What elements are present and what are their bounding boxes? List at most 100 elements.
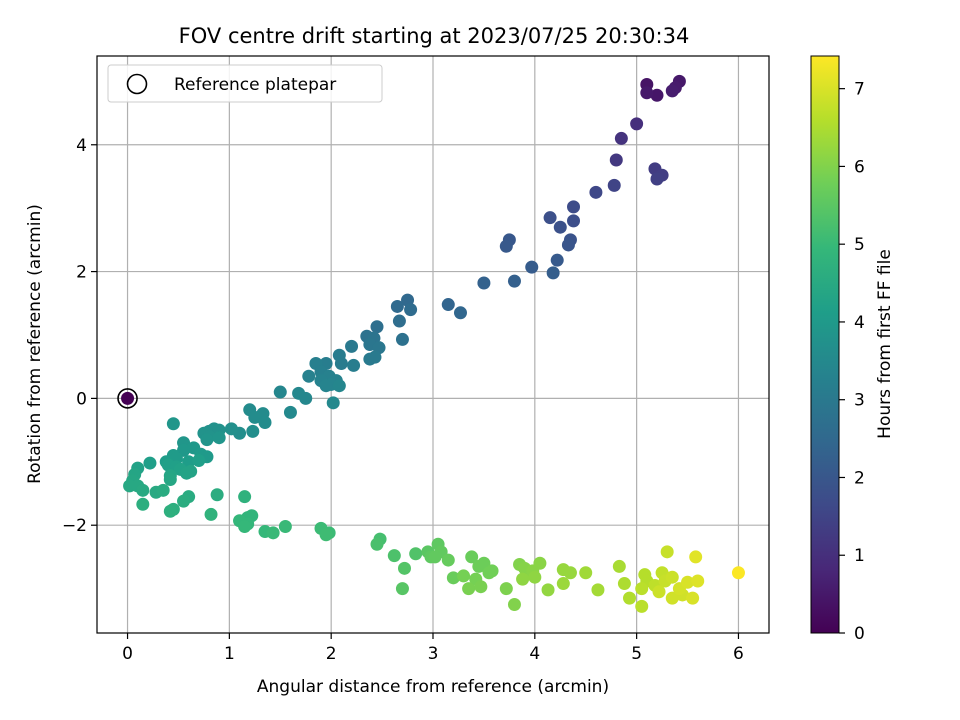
colorbar-tick-label: 5 xyxy=(854,235,865,255)
data-point xyxy=(212,431,226,445)
data-point xyxy=(689,550,703,564)
data-point xyxy=(404,303,418,317)
scatter-points xyxy=(121,74,745,613)
data-point xyxy=(283,405,297,419)
colorbar-tick-label: 4 xyxy=(854,313,865,333)
data-point xyxy=(136,497,150,511)
data-point xyxy=(163,473,177,487)
x-tick-label: 6 xyxy=(733,644,744,664)
data-point xyxy=(556,577,570,591)
colorbar-tick-label: 6 xyxy=(854,157,865,177)
data-point xyxy=(650,172,664,186)
data-point xyxy=(121,391,135,405)
data-point xyxy=(446,571,460,585)
legend-marker xyxy=(126,73,148,95)
y-axis-label: Rotation from reference (arcmin) xyxy=(25,204,45,484)
data-point xyxy=(334,357,348,371)
data-point xyxy=(567,214,581,228)
data-point xyxy=(224,422,238,436)
data-point xyxy=(248,410,262,424)
reference-ring xyxy=(117,388,138,409)
data-point xyxy=(612,559,626,573)
data-point xyxy=(665,570,679,584)
data-point xyxy=(607,178,621,192)
data-point xyxy=(204,507,218,521)
data-point xyxy=(136,483,150,497)
data-point xyxy=(302,369,316,383)
x-tick-label: 3 xyxy=(428,644,439,664)
data-point xyxy=(623,591,637,605)
data-point xyxy=(563,566,577,580)
colorbar-tick-label: 1 xyxy=(854,546,865,566)
data-point xyxy=(345,339,359,353)
grid-lines xyxy=(97,56,769,633)
colorbar-ticks: 0 1 2 3 4 5 6 7 xyxy=(839,80,865,644)
legend-box xyxy=(107,64,383,103)
data-point xyxy=(499,239,513,253)
data-point xyxy=(541,583,555,597)
data-point xyxy=(614,131,628,145)
data-point xyxy=(525,260,539,274)
data-point xyxy=(163,504,177,518)
data-point xyxy=(561,238,575,252)
data-point xyxy=(319,379,333,393)
data-point xyxy=(635,599,649,613)
data-point xyxy=(332,379,346,393)
data-point xyxy=(553,220,567,234)
data-point xyxy=(370,320,384,334)
data-point xyxy=(326,396,340,410)
reference-marker xyxy=(117,388,138,409)
data-point xyxy=(691,574,705,588)
colorbar-tick-label: 2 xyxy=(854,468,865,488)
data-point xyxy=(238,519,252,533)
chart-title: FOV centre drift starting at 2023/07/25 … xyxy=(179,24,690,48)
data-point xyxy=(319,528,333,542)
data-point xyxy=(474,580,488,594)
y-axis-ticks: −2 0 2 4 xyxy=(62,136,97,536)
data-point xyxy=(686,591,700,605)
data-point xyxy=(266,526,280,540)
data-point xyxy=(246,424,260,438)
data-point xyxy=(660,545,674,559)
data-point xyxy=(650,88,664,102)
data-point xyxy=(453,306,467,320)
data-point xyxy=(299,391,313,405)
data-point xyxy=(457,569,471,583)
data-point xyxy=(156,483,170,497)
data-point xyxy=(652,585,666,599)
data-point xyxy=(278,519,292,533)
data-point xyxy=(507,597,521,611)
data-point xyxy=(347,358,361,372)
data-point xyxy=(579,566,593,580)
data-point xyxy=(635,582,649,596)
colorbar-tick-label: 0 xyxy=(854,624,865,644)
data-point xyxy=(640,86,654,100)
data-point xyxy=(665,591,679,605)
colorbar: 0 1 2 3 4 5 6 7 Hours from first FF file xyxy=(810,55,895,644)
data-point xyxy=(368,350,382,364)
data-point xyxy=(731,566,745,580)
data-point xyxy=(617,577,631,591)
data-point xyxy=(397,561,411,575)
data-point xyxy=(370,537,384,551)
legend: Reference platepar xyxy=(107,64,383,103)
data-point xyxy=(516,572,530,586)
data-point xyxy=(528,570,542,584)
legend-label: Reference platepar xyxy=(174,75,336,95)
data-point xyxy=(210,488,224,502)
data-point xyxy=(591,583,605,597)
colorbar-tick-label: 3 xyxy=(854,391,865,411)
data-point xyxy=(387,549,401,563)
data-point xyxy=(477,556,491,570)
data-point xyxy=(665,84,679,98)
data-point xyxy=(546,266,560,280)
colorbar-label: Hours from first FF file xyxy=(875,249,895,439)
data-point xyxy=(477,276,491,290)
x-tick-label: 4 xyxy=(529,644,540,664)
data-point xyxy=(409,547,423,561)
x-tick-label: 2 xyxy=(326,644,337,664)
data-point xyxy=(462,582,476,596)
data-point xyxy=(390,299,404,313)
data-point xyxy=(589,185,603,199)
